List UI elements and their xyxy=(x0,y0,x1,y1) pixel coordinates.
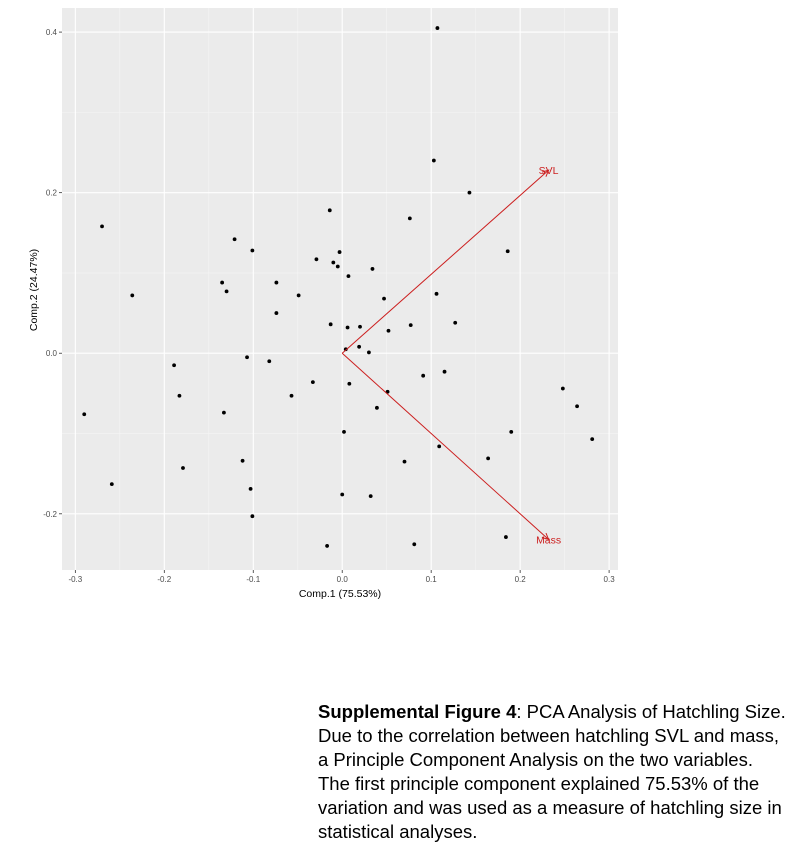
data-point xyxy=(274,280,279,285)
data-point xyxy=(505,249,510,254)
data-point xyxy=(358,324,362,329)
data-point xyxy=(435,26,440,30)
loading-arrow-mass xyxy=(341,352,549,540)
arrowhead xyxy=(541,532,550,541)
major-gridlines xyxy=(62,8,618,570)
data-point xyxy=(267,359,272,364)
data-point xyxy=(453,320,458,325)
data-point xyxy=(402,459,407,464)
y-axis-ticks: -0.2 0.0 0.2 0.4 xyxy=(43,28,62,519)
data-point xyxy=(412,542,417,547)
data-point xyxy=(314,257,319,262)
data-point xyxy=(82,412,87,417)
data-point xyxy=(224,289,229,294)
x-tick-label: -0.3 xyxy=(68,575,82,584)
data-point xyxy=(250,514,255,519)
data-point xyxy=(368,494,373,499)
x-axis-title: Comp.1 (75.53%) xyxy=(299,588,381,600)
loading-label: SVL xyxy=(539,165,559,177)
data-point xyxy=(370,267,375,271)
data-point xyxy=(375,405,379,410)
data-point xyxy=(346,274,351,279)
data-point xyxy=(357,344,362,349)
data-point xyxy=(274,311,279,315)
data-point xyxy=(367,350,371,355)
data-point xyxy=(345,325,350,330)
data-point xyxy=(220,280,225,285)
figure-caption: Supplemental Figure 4: PCA Analysis of H… xyxy=(318,700,788,844)
loading-arrows: SVL Mass xyxy=(341,165,561,546)
data-point xyxy=(250,248,255,253)
data-point xyxy=(177,393,182,398)
data-point xyxy=(421,373,426,378)
data-point xyxy=(327,208,332,213)
data-point xyxy=(442,369,447,374)
data-point xyxy=(382,296,386,301)
data-point xyxy=(340,492,345,497)
data-point xyxy=(408,323,413,328)
data-point xyxy=(590,437,595,442)
y-axis-title: Comp.2 (24.47%) xyxy=(28,249,40,331)
data-point xyxy=(181,466,185,470)
data-point xyxy=(310,380,315,385)
data-point xyxy=(245,355,249,360)
caption-label: Supplemental Figure 4 xyxy=(318,701,517,722)
x-tick-label: 0.2 xyxy=(515,575,527,584)
minor-gridlines xyxy=(62,8,618,570)
y-tick-label: 0.4 xyxy=(46,28,58,37)
x-tick-label: -0.1 xyxy=(246,575,260,584)
data-point xyxy=(240,458,245,463)
data-point xyxy=(347,381,352,386)
x-tick-label: 0.1 xyxy=(426,575,438,584)
x-tick-label: -0.2 xyxy=(157,575,171,584)
data-point xyxy=(328,322,333,327)
data-point xyxy=(486,456,491,461)
data-point xyxy=(337,250,342,254)
data-point xyxy=(130,293,135,298)
x-axis-ticks: -0.3 -0.2 -0.1 0.0 0.1 0.2 0.3 xyxy=(68,570,615,584)
data-point xyxy=(386,328,391,333)
data-point xyxy=(437,444,442,449)
data-point xyxy=(575,404,579,409)
data-point xyxy=(109,482,114,486)
data-point xyxy=(504,535,508,539)
plot-panel xyxy=(62,8,618,570)
y-tick-label: 0.0 xyxy=(46,349,58,358)
data-point xyxy=(172,363,176,368)
data-point xyxy=(434,291,439,296)
data-point xyxy=(342,430,346,434)
data-point xyxy=(296,293,301,298)
y-tick-label: -0.2 xyxy=(43,510,57,519)
data-point xyxy=(289,393,294,398)
data-point xyxy=(335,264,340,269)
data-point xyxy=(222,410,226,415)
data-point xyxy=(431,158,436,163)
data-point xyxy=(560,386,565,391)
data-point xyxy=(232,237,237,242)
pca-biplot: -0.3 -0.2 -0.1 0.0 0.1 0.2 0.3 -0.2 0.0 0.2 0.4 S… xyxy=(28,8,618,600)
loading-arrow-svl xyxy=(341,169,549,354)
data-point xyxy=(248,487,253,491)
x-tick-label: 0.3 xyxy=(604,575,616,584)
data-point xyxy=(100,224,104,229)
loading-label: Mass xyxy=(536,534,561,546)
x-tick-label: 0.0 xyxy=(337,575,349,584)
score-points xyxy=(82,26,595,548)
data-point xyxy=(509,430,514,434)
data-point xyxy=(325,544,330,548)
caption-text: : PCA Analysis of Hatchling Size. Due to… xyxy=(318,701,786,842)
y-tick-label: 0.2 xyxy=(46,189,58,198)
arrowhead xyxy=(541,169,550,177)
data-point xyxy=(331,260,336,265)
data-point xyxy=(343,347,348,352)
data-point xyxy=(467,190,472,195)
data-point xyxy=(407,216,412,221)
